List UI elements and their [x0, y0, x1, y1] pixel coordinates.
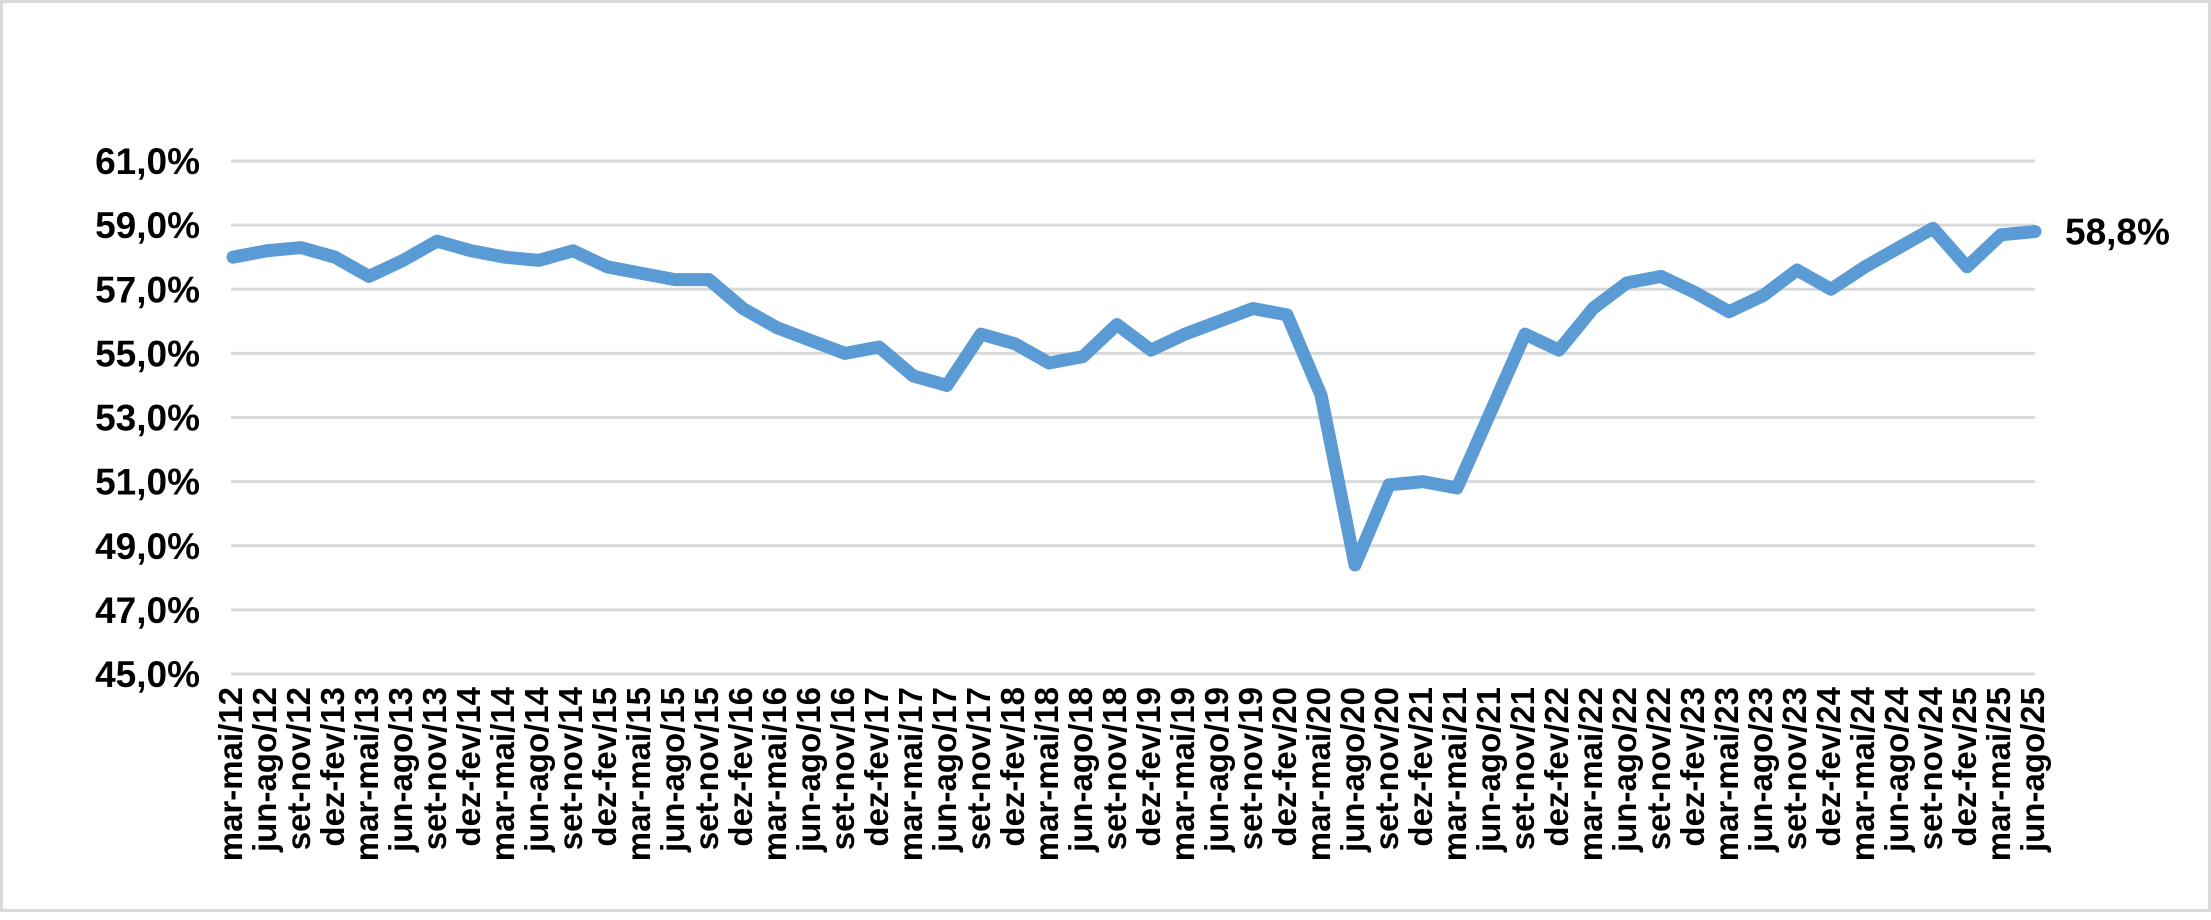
x-axis-category-label: mar-mai/25: [1980, 687, 2017, 861]
x-axis-category-label: dez-fev/17: [858, 687, 895, 847]
x-axis-category-label: jun-ago/14: [518, 686, 555, 853]
x-axis-category-label: mar-mai/23: [1708, 687, 1745, 861]
x-axis-category-label: dez-fev/21: [1402, 687, 1439, 847]
x-axis-category-label: set-nov/12: [280, 687, 317, 850]
x-axis-category-label: mar-mai/24: [1844, 686, 1881, 861]
x-axis-category-label: mar-mai/22: [1572, 687, 1609, 861]
x-axis-category-label: dez-fev/22: [1538, 687, 1575, 847]
x-axis-category-label: set-nov/23: [1776, 687, 1813, 850]
x-axis-category-label: set-nov/20: [1368, 687, 1405, 850]
x-axis-category-label: set-nov/14: [552, 686, 589, 850]
x-axis-category-label: set-nov/17: [960, 687, 997, 850]
x-axis-category-label: set-nov/19: [1232, 687, 1269, 850]
x-axis-category-label: dez-fev/18: [994, 687, 1031, 847]
x-axis-category-label: set-nov/13: [416, 687, 453, 850]
y-axis-tick-label: 61,0%: [95, 141, 200, 182]
x-axis-category-label: jun-ago/22: [1606, 687, 1643, 853]
y-axis-tick-label: 47,0%: [95, 590, 200, 631]
x-axis-category-label: jun-ago/17: [926, 687, 963, 853]
x-axis-category-label: jun-ago/15: [654, 687, 691, 853]
x-axis-category-label: mar-mai/12: [212, 687, 249, 861]
x-axis-category-label: dez-fev/24: [1810, 686, 1847, 846]
y-axis-tick-label: 53,0%: [95, 398, 200, 439]
x-axis-category-label: dez-fev/14: [450, 686, 487, 846]
x-axis-category-label: dez-fev/20: [1266, 687, 1303, 847]
x-axis-category-label: mar-mai/14: [484, 686, 521, 861]
x-axis-category-label: set-nov/21: [1504, 687, 1541, 850]
y-axis-tick-label: 57,0%: [95, 269, 200, 310]
x-axis-category-label: jun-ago/23: [1742, 687, 1779, 853]
x-axis-category-label: set-nov/22: [1640, 687, 1677, 850]
y-axis-tick-label: 45,0%: [95, 654, 200, 695]
y-axis-tick-label: 59,0%: [95, 205, 200, 246]
x-axis-category-label: jun-ago/18: [1062, 687, 1099, 853]
x-axis-category-label: jun-ago/25: [2014, 687, 2051, 853]
x-axis-category-label: dez-fev/25: [1946, 687, 1983, 847]
x-axis-category-label: jun-ago/21: [1470, 687, 1507, 853]
x-axis-category-label: mar-mai/17: [892, 687, 929, 861]
x-axis-category-label: dez-fev/13: [314, 687, 351, 847]
x-axis-category-label: set-nov/24: [1912, 686, 1949, 850]
x-axis-category-label: mar-mai/21: [1436, 687, 1473, 861]
y-axis-tick-label: 55,0%: [95, 333, 200, 374]
x-axis-category-label: set-nov/16: [824, 687, 861, 850]
y-axis-tick-label: 49,0%: [95, 526, 200, 567]
series-line: [226, 221, 2042, 572]
x-axis-category-label: jun-ago/20: [1334, 687, 1371, 853]
x-axis-category-label: set-nov/18: [1096, 687, 1133, 850]
x-axis-category-label: jun-ago/24: [1878, 686, 1915, 853]
x-axis-category-label: jun-ago/19: [1198, 687, 1235, 853]
x-axis-category-label: mar-mai/16: [756, 687, 793, 861]
x-axis-category-label: jun-ago/12: [246, 687, 283, 853]
x-axis-category-label: dez-fev/23: [1674, 687, 1711, 847]
employment-rate-line-chart: 45,0% 47,0% 49,0% 51,0% 53,0% 55,0% 57,0% 59,0%…: [95, 141, 2170, 861]
x-axis-category-label: dez-fev/16: [722, 687, 759, 847]
y-axis-tick-label: 51,0%: [95, 462, 200, 503]
x-axis-category-label: mar-mai/13: [348, 687, 385, 861]
x-axis-category-label: mar-mai/20: [1300, 687, 1337, 861]
x-axis-category-label: dez-fev/15: [586, 687, 623, 847]
x-axis-category-label: mar-mai/15: [620, 687, 657, 861]
x-axis-category-label: jun-ago/13: [382, 687, 419, 853]
x-axis-category-label: jun-ago/16: [790, 687, 827, 853]
x-axis-category-label: mar-mai/19: [1164, 687, 1201, 861]
x-axis-category-label: mar-mai/18: [1028, 687, 1065, 861]
x-axis-category-label: set-nov/15: [688, 687, 725, 850]
end-data-label: 58,8%: [2065, 212, 2170, 253]
x-axis-category-label: dez-fev/19: [1130, 687, 1167, 847]
